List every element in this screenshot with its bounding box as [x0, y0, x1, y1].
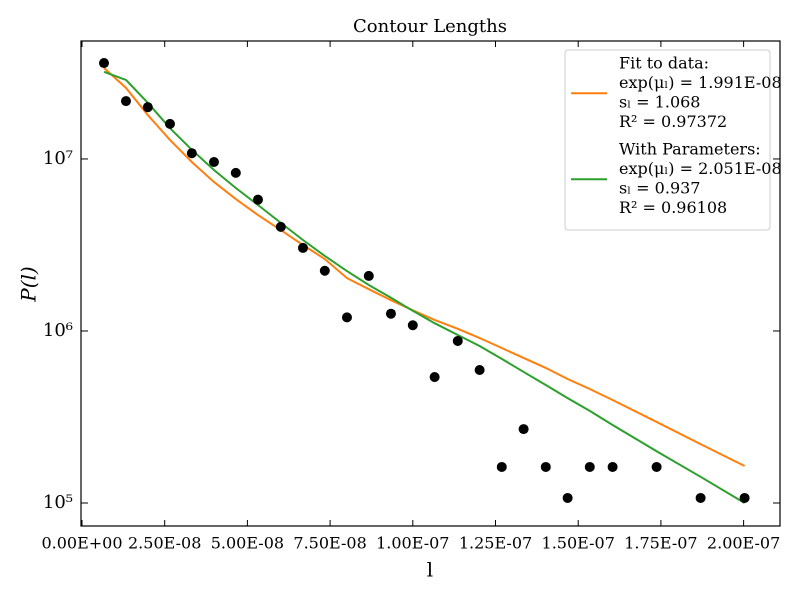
y-axis-label: P(l): [17, 266, 41, 302]
data-point: [739, 492, 750, 503]
legend-detail: exp(μₗ) = 1.991E-08: [619, 73, 782, 92]
data-point: [142, 102, 153, 113]
x-tick-label: 1.75E-07: [624, 534, 697, 553]
data-point: [208, 157, 219, 168]
data-point: [319, 265, 330, 276]
data-point: [363, 270, 374, 281]
data-point: [584, 461, 595, 472]
x-tick-label: 7.50E-08: [293, 534, 366, 553]
data-point: [252, 194, 263, 205]
data-point: [518, 424, 529, 435]
x-tick-label: 2.00E-07: [707, 534, 780, 553]
fit-line: [103, 67, 746, 467]
legend-detail: sₗ = 0.937: [619, 179, 700, 198]
x-axis-label: l: [427, 558, 433, 582]
fit-line: [103, 70, 746, 504]
data-point: [341, 312, 352, 323]
x-tick-label: 1.25E-07: [459, 534, 532, 553]
y-tick-label: 10⁵: [43, 492, 73, 513]
x-tick-label: 1.50E-07: [542, 534, 615, 553]
data-point: [474, 365, 485, 376]
data-point: [452, 335, 463, 346]
x-tick-label: 0.00E+00: [41, 534, 122, 553]
x-tick-label: 2.50E-08: [128, 534, 201, 553]
data-point: [98, 58, 109, 69]
data-point: [230, 167, 241, 178]
legend-label: With Parameters:: [619, 140, 761, 159]
data-point: [297, 242, 308, 253]
data-point: [695, 492, 706, 503]
x-tick-label: 1.00E-07: [376, 534, 449, 553]
data-point: [562, 492, 573, 503]
legend-detail: R² = 0.97372: [619, 112, 727, 131]
axes-frame: [80, 40, 781, 527]
data-point: [164, 118, 175, 129]
data-point: [607, 461, 618, 472]
data-point: [385, 308, 396, 319]
y-tick-label: 10⁷: [43, 148, 73, 169]
x-tick-label: 5.00E-08: [211, 534, 284, 553]
legend-box: [564, 49, 771, 231]
data-point: [275, 221, 286, 232]
data-point: [540, 461, 551, 472]
data-point: [496, 461, 507, 472]
data-point: [407, 320, 418, 331]
chart-title: Contour Lengths: [353, 16, 507, 37]
legend-detail: exp(μₗ) = 2.051E-08: [619, 159, 782, 178]
data-point: [120, 96, 131, 107]
data-point: [651, 461, 662, 472]
data-point: [186, 148, 197, 159]
legend-label: Fit to data:: [619, 54, 709, 73]
legend-detail: sₗ = 1.068: [619, 93, 700, 112]
legend-detail: R² = 0.96108: [619, 198, 727, 217]
data-point: [429, 372, 440, 383]
y-tick-label: 10⁶: [43, 320, 73, 341]
